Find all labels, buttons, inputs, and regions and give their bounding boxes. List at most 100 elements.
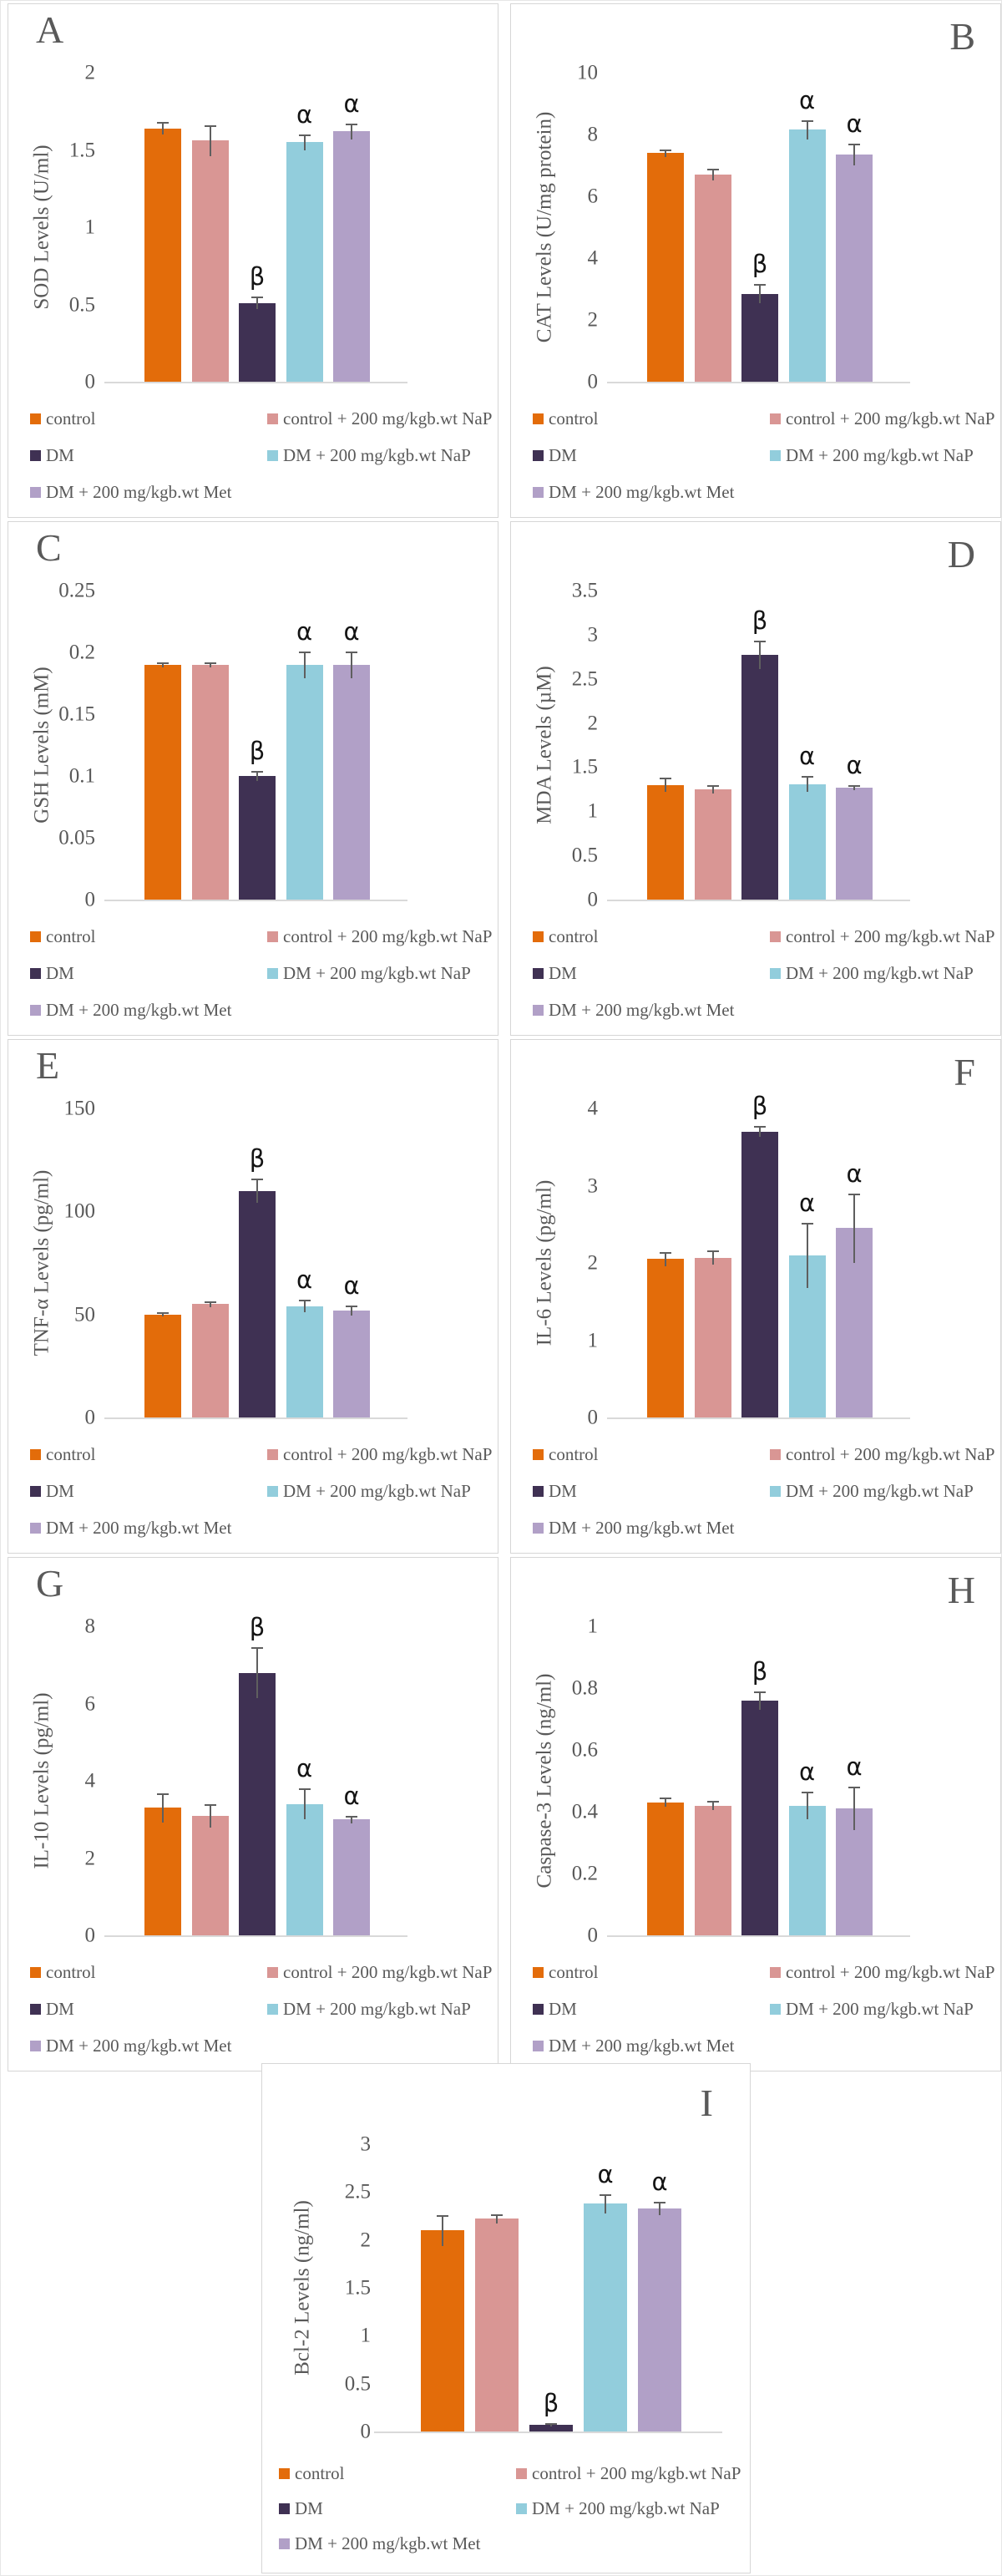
legend-item-dm: DM [533,447,577,464]
legend-item-dm-met: DM + 200 mg/kgb.wt Met [533,1001,734,1019]
y-tick-label: 0.6 [571,1738,598,1762]
y-tick-label: 0 [587,1406,599,1429]
legend-swatch [770,968,781,979]
error-bar [711,784,714,794]
y-tick-label: 50 [74,1303,95,1326]
y-tick-label: 2 [587,308,599,332]
error-bar [806,1791,808,1820]
error-bar-cap [706,1801,719,1803]
y-tick-label: 8 [84,1615,96,1638]
legend-label: DM + 200 mg/kgb.wt NaP [283,1481,471,1501]
legend-item-dm-met: DM + 200 mg/kgb.wt Met [30,484,231,501]
legend-swatch [770,2004,781,2015]
bar-dm [741,293,778,382]
legend-item-dm: DM [279,2500,323,2518]
legend-label: DM + 200 mg/kgb.wt Met [46,482,232,502]
bar-control [647,1259,684,1417]
legend-swatch [30,1449,41,1460]
legend-item-dm-nap: DM + 200 mg/kgb.wt NaP [267,2000,471,2018]
legend-item-dm: DM [533,2000,577,2018]
error-bar [256,297,258,310]
error-bar-cap [157,1793,169,1795]
bar-dm [239,1672,276,1935]
panel-letter: A [36,8,64,51]
significance-label: α [651,2167,668,2196]
error-bar-cap [801,1791,813,1793]
y-tick-label: 0.2 [571,1862,598,1885]
y-tick-label: 0 [360,2420,372,2443]
error-bar [853,144,855,165]
bar-dm-nap [286,1803,323,1935]
legend-item-control-nap: control + 200 mg/kgb.wt NaP [770,410,994,428]
legend-label: DM [549,1481,577,1501]
error-bar [162,662,164,667]
significance-label: α [846,1752,863,1782]
y-tick-label: 100 [63,1199,96,1223]
panel-A-sod-chart: A SOD Levels (U/ml) 0 0.5 1 1.5 2 β α α control con… [8,3,498,518]
y-tick-label: 3 [360,2132,372,2156]
y-tick-label: 4 [587,1097,599,1120]
bar-dm [529,2424,573,2431]
error-bar [303,1300,306,1313]
y-tick-label: 4 [84,1769,96,1793]
significance-label: β [752,1092,768,1121]
significance-label: α [798,742,816,770]
y-axis-label: GSH Levels (mM) [30,667,53,824]
error-bar [550,2422,552,2427]
legend-label: DM + 200 mg/kgb.wt Met [295,2533,481,2553]
legend-swatch [533,968,544,979]
y-tick-label: 2 [84,61,96,84]
legend-swatch [267,968,278,979]
error-bar-cap [545,2422,557,2425]
legend-item-dm-met: DM + 200 mg/kgb.wt Met [30,1519,231,1537]
legend-item-dm: DM [30,965,74,982]
error-bar-cap [848,1193,860,1195]
error-bar [162,122,164,134]
y-tick-label: 0 [84,370,96,393]
legend-item-dm-nap: DM + 200 mg/kgb.wt NaP [267,965,471,982]
bar-control-nap [191,664,229,900]
legend-item-dm-nap: DM + 200 mg/kgb.wt NaP [267,1483,471,1500]
y-tick-label: 0 [587,1924,599,1947]
legend-item-dm-met: DM + 200 mg/kgb.wt Met [533,2037,734,2055]
error-bar [659,2201,660,2215]
legend-swatch [770,1449,781,1460]
legend-label: DM [46,1481,74,1501]
legend-item-dm-nap: DM + 200 mg/kgb.wt NaP [770,965,974,982]
legend-swatch [267,931,278,942]
panel-letter: I [700,2082,713,2124]
error-bar [853,1193,855,1263]
significance-label: α [798,86,816,115]
bar-dm [239,776,276,900]
error-bar [806,120,808,139]
error-bar-cap [346,1815,357,1818]
error-bar [759,284,761,303]
error-bar-cap [298,1300,311,1302]
error-bar [711,1801,714,1811]
y-tick-label: 6 [587,185,599,208]
significance-label: β [249,1143,266,1173]
legend-item-dm-nap: DM + 200 mg/kgb.wt NaP [267,447,471,464]
error-bar [711,1250,714,1265]
error-bar-cap [204,1803,216,1806]
bar-control [144,128,181,382]
legend-swatch [30,1523,41,1534]
y-tick-label: 150 [63,1097,96,1120]
error-bar [351,1305,352,1316]
error-bar [162,1312,164,1317]
legend-swatch [516,2503,527,2514]
legend-item-dm-nap: DM + 200 mg/kgb.wt NaP [770,1483,974,1500]
bar-control [144,1314,181,1417]
y-tick-label: 0.5 [571,844,598,867]
bar-dm-nap [286,1306,323,1417]
bar-control [647,1802,684,1935]
legend-label: DM + 200 mg/kgb.wt Met [46,1000,232,1020]
error-bar-cap [706,168,719,170]
legend-label: control + 200 mg/kgb.wt NaP [532,2463,741,2483]
legend-swatch [279,2503,290,2514]
error-bar-cap [706,784,719,787]
legend-item-dm-met: DM + 200 mg/kgb.wt Met [533,1519,734,1537]
legend-item-dm: DM [30,2000,74,2018]
bar-dm-met [333,664,370,900]
error-bar-cap [346,651,357,653]
